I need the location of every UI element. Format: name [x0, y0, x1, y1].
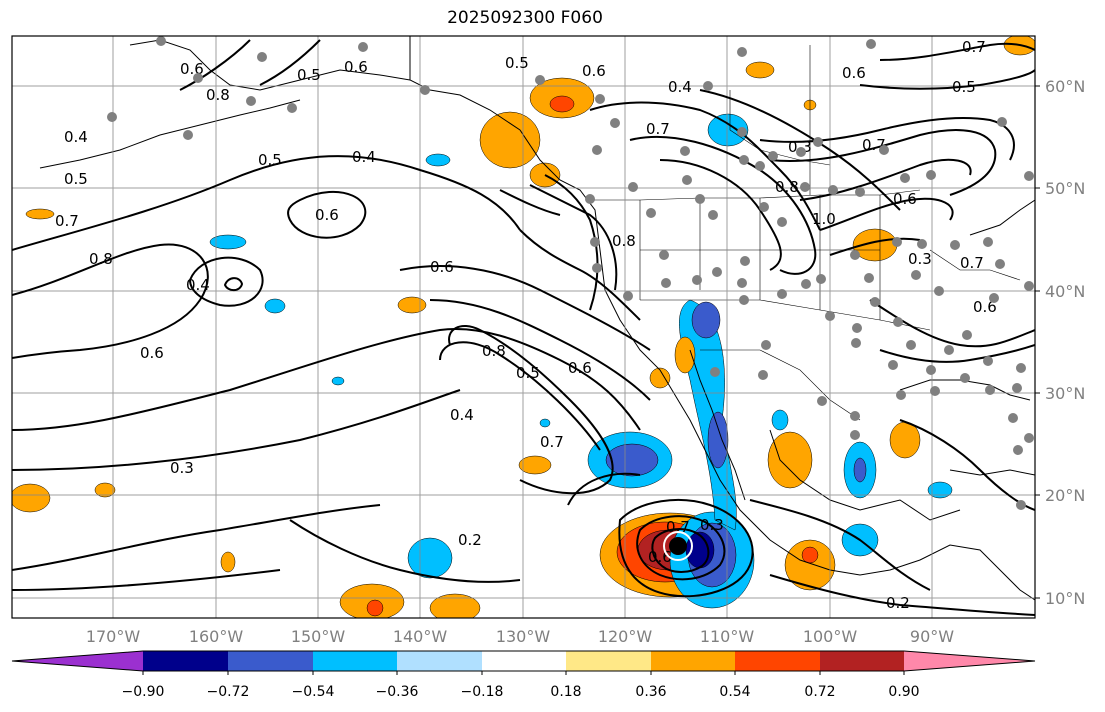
- latitude-label: 20°N: [1045, 486, 1085, 505]
- contour-label: 0.3: [170, 459, 194, 477]
- contour-label: 0.5: [258, 151, 282, 169]
- contour-label: 0.7: [962, 38, 986, 56]
- contour-label: 0.6: [344, 58, 368, 76]
- longitude-label: 110°W: [700, 627, 755, 646]
- longitude-label: 130°W: [496, 627, 551, 646]
- colorbar-tick-label: 0.36: [635, 684, 666, 700]
- contour-label: 0.5: [952, 78, 976, 96]
- contour-label: 0.8: [775, 178, 799, 196]
- longitude-axis: 170°W 160°W 150°W 140°W 130°W 120°W 110°…: [86, 627, 954, 646]
- colorbar-segment: [143, 651, 228, 671]
- contour-label: 0.6: [973, 298, 997, 316]
- contour-label: 0.6: [140, 344, 164, 362]
- longitude-label: 100°W: [803, 627, 858, 646]
- latitude-label: 60°N: [1045, 77, 1085, 96]
- colorbar-tick-label: −0.36: [376, 684, 419, 700]
- latitude-label: 10°N: [1045, 589, 1085, 608]
- colorbar-segment: [397, 651, 482, 671]
- colorbar-segment: [735, 651, 820, 671]
- longitude-label: 120°W: [598, 627, 653, 646]
- colorbar-segment: [228, 651, 313, 671]
- contour-label: 0.6: [315, 206, 339, 224]
- contour-label: 0.2: [458, 531, 482, 549]
- contour-label: 0.4: [450, 406, 474, 424]
- storm-center-marker: [669, 537, 687, 555]
- contour-label: 0.7: [960, 254, 984, 272]
- contour-label: 0.6: [842, 64, 866, 82]
- colorbar: −0.90 −0.72 −0.54 −0.36 −0.18 0.18 0.36 …: [11, 650, 1036, 700]
- contour-label: 0.4: [186, 276, 210, 294]
- colorbar-segment: [566, 651, 651, 671]
- longitude-label: 150°W: [291, 627, 346, 646]
- colorbar-segment: [313, 651, 397, 671]
- contour-lines: [12, 39, 1035, 616]
- contour-label: 0.2: [886, 594, 910, 612]
- contour-label: 0.6: [893, 190, 917, 208]
- contour-label: 0.4: [668, 78, 692, 96]
- contour-label: 1.0: [812, 210, 836, 228]
- station-markers: [107, 36, 1034, 510]
- storm-center-ring: [663, 531, 693, 561]
- colorbar-segment: [482, 651, 566, 671]
- contour-label: 0.7: [646, 120, 670, 138]
- longitude-label: 140°W: [393, 627, 448, 646]
- coastlines: [39, 36, 1035, 601]
- contour-label: 0.5: [64, 170, 88, 188]
- colorbar-tick-label: 0.72: [804, 684, 835, 700]
- colorbar-extend-left: [12, 651, 143, 671]
- colorbar-extend-right: [904, 651, 1035, 671]
- contour-label: 0.6: [582, 62, 606, 80]
- contour-label: 0.8: [612, 232, 636, 250]
- contour-label: 0.5: [505, 54, 529, 72]
- contour-label: 0.5: [297, 66, 321, 84]
- colorbar-segment: [820, 651, 904, 671]
- contour-label: 0.5: [516, 364, 540, 382]
- latitude-label: 30°N: [1045, 384, 1085, 403]
- latitude-label: 40°N: [1045, 282, 1085, 301]
- contour-label: 0.8: [206, 86, 230, 104]
- map-frame: [11, 35, 1036, 619]
- longitude-label: 160°W: [189, 627, 244, 646]
- contour-label: 0.3: [908, 250, 932, 268]
- colorbar-segment: [651, 651, 735, 671]
- contour-label: 0.6: [568, 359, 592, 377]
- colorbar-tick-label: −0.18: [461, 684, 504, 700]
- contour-label: 0.7: [666, 518, 690, 536]
- colorbar-tick-label: −0.90: [122, 684, 165, 700]
- colorbar-tick-label: −0.72: [207, 684, 250, 700]
- contour-label: 0.4: [352, 148, 376, 166]
- map-plot-area: 0.6 0.5 0.7 0.6 0.5 0.8 0.4 0.5 0.4 0.5 …: [12, 36, 1035, 618]
- latitude-axis: 60°N 50°N 40°N 30°N 20°N 10°N: [1035, 77, 1085, 608]
- map-title: 2025092300 F060: [447, 8, 603, 28]
- contour-label: 0.6: [430, 258, 454, 276]
- latitude-label: 50°N: [1045, 179, 1085, 198]
- colorbar-tick-label: 0.90: [888, 684, 919, 700]
- contour-label: 0.7: [540, 433, 564, 451]
- gridlines: [12, 36, 1035, 618]
- colorbar-tick-label: −0.54: [292, 684, 335, 700]
- colorbar-tick-label: 0.18: [550, 684, 581, 700]
- contour-label: 0.8: [482, 342, 506, 360]
- longitude-label: 170°W: [86, 627, 141, 646]
- contour-label: 0.7: [55, 212, 79, 230]
- colorbar-tick-label: 0.54: [719, 684, 750, 700]
- longitude-label: 90°W: [910, 627, 954, 646]
- contour-label: 0.4: [64, 128, 88, 146]
- contour-label: 0.8: [89, 250, 113, 268]
- contour-label: 0.3: [700, 516, 724, 534]
